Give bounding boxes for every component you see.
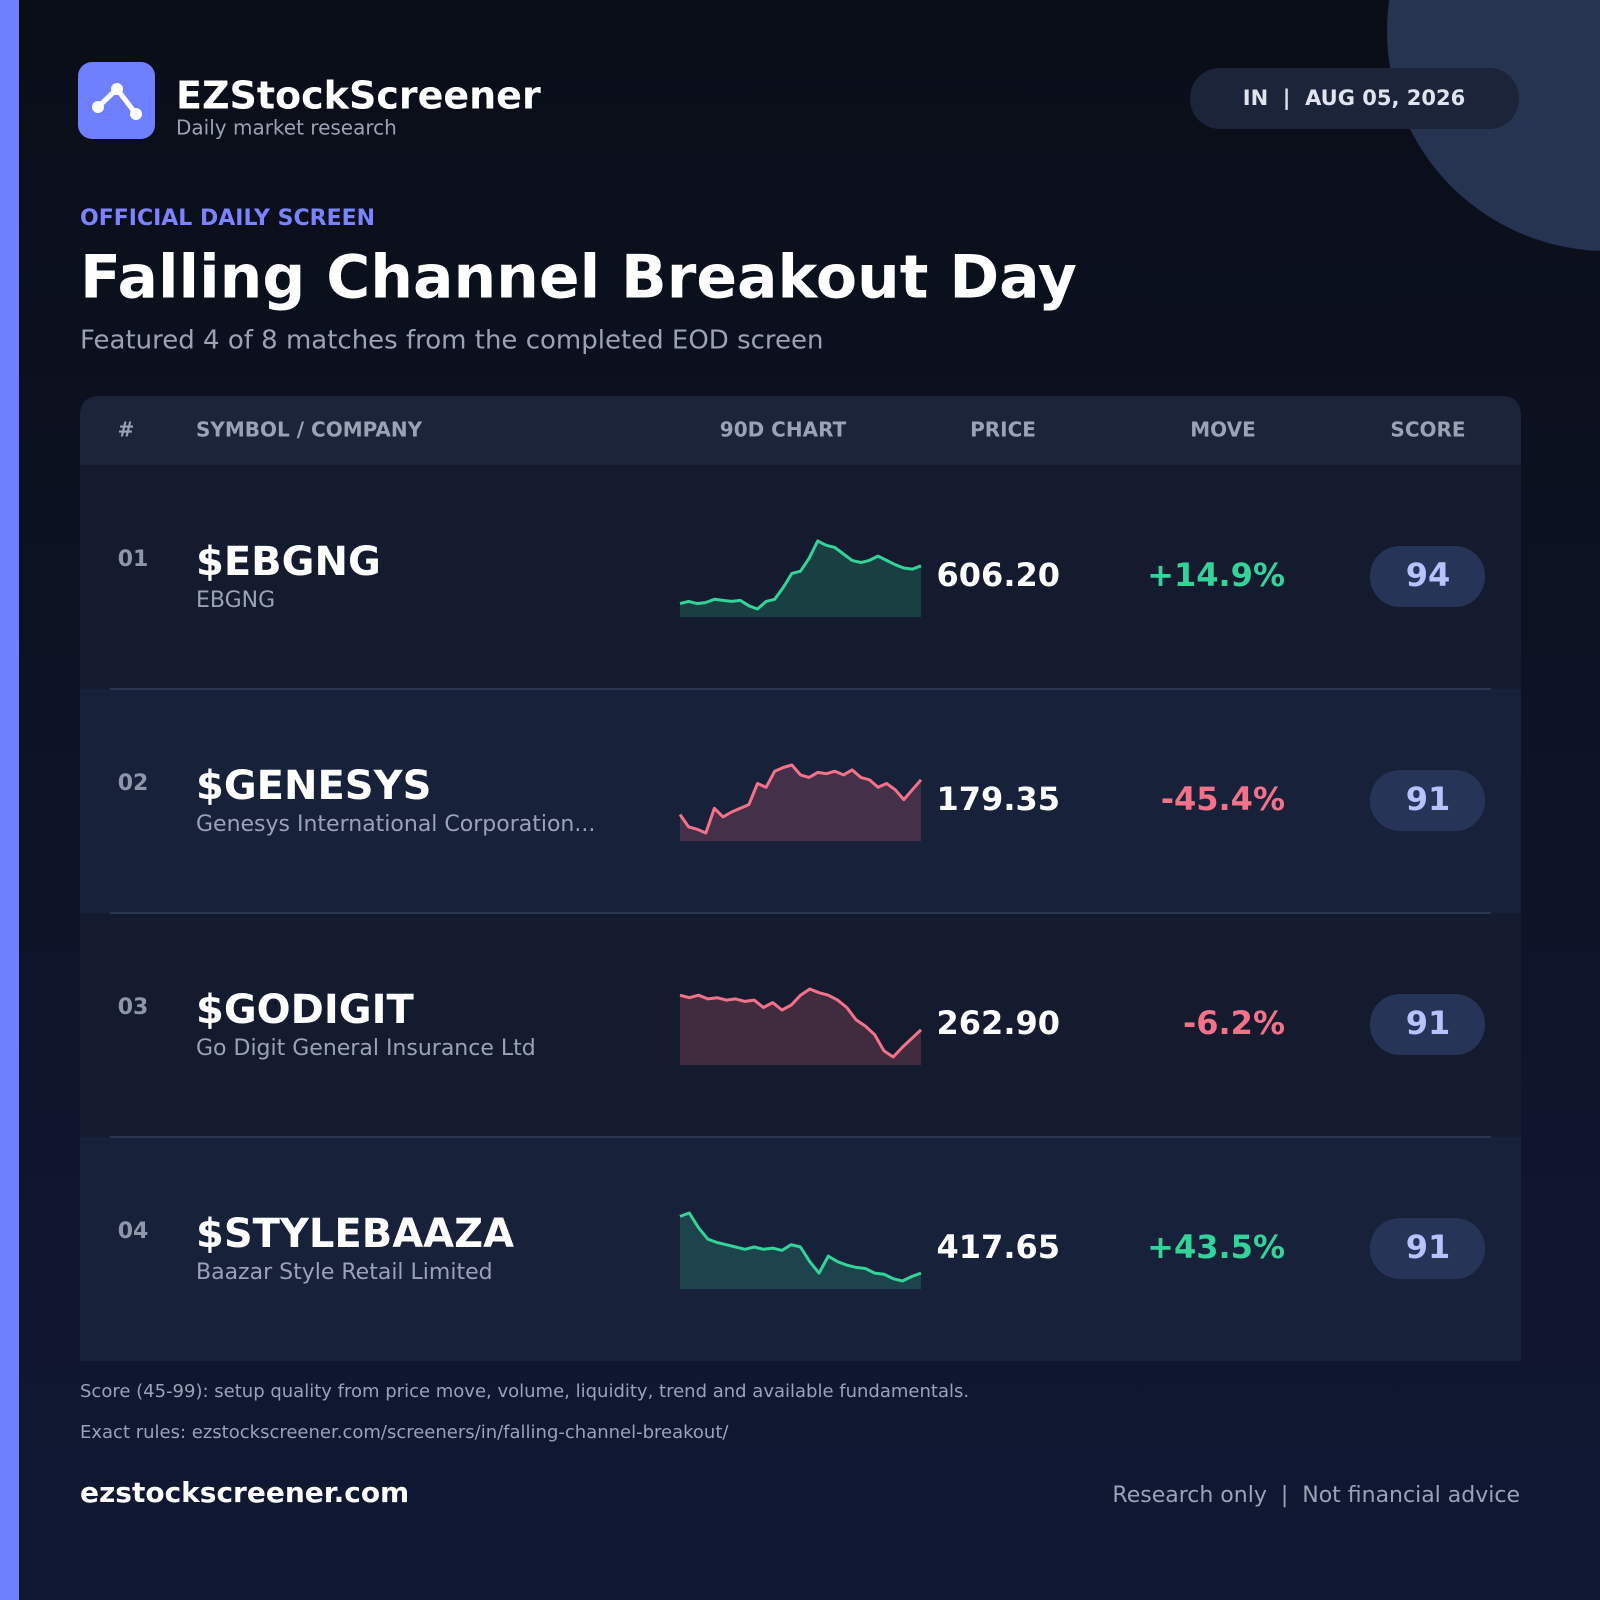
- symbol: $GODIGIT: [196, 987, 414, 1033]
- score: 91: [1406, 1228, 1451, 1266]
- rank: 04: [118, 1219, 149, 1244]
- price: 262.90: [937, 1004, 1060, 1042]
- row-background: [80, 913, 1521, 1137]
- row-background: [80, 689, 1521, 913]
- sparkline-area: [680, 541, 921, 617]
- eyebrow: OFFICIAL DAILY SCREEN: [80, 206, 375, 231]
- sparkline-area: [680, 989, 921, 1065]
- site: ezstockscreener.com: [80, 1476, 409, 1509]
- score-pill: [1370, 1218, 1485, 1279]
- move: -6.2%: [1183, 1004, 1285, 1042]
- move: +43.5%: [1147, 1228, 1285, 1266]
- sparkline: [679, 539, 922, 611]
- brand: EZStockScreener: [176, 74, 541, 118]
- sparkline-area: [680, 1213, 921, 1289]
- rank: 03: [118, 995, 149, 1020]
- score: 91: [1406, 1004, 1451, 1042]
- disclaimer: Research only | Not financial advice: [1112, 1483, 1520, 1508]
- symbol: $STYLEBAAZA: [196, 1211, 514, 1257]
- price: 417.65: [937, 1228, 1060, 1266]
- badge-text: IN | AUG 05, 2026: [1243, 86, 1465, 111]
- badge: [1190, 68, 1519, 129]
- score-pill: [1370, 770, 1485, 831]
- rank: 02: [118, 771, 149, 796]
- column-header: 90D CHART: [720, 418, 847, 442]
- column-header: SCORE: [1390, 418, 1465, 442]
- company: Genesys International Corporation...: [196, 812, 595, 837]
- symbol: $GENESYS: [196, 763, 431, 809]
- rank: 01: [118, 547, 149, 572]
- sparkline-area: [680, 765, 921, 841]
- company: EBGNG: [196, 588, 275, 613]
- accent-bar: [0, 0, 19, 1600]
- symbol: $EBGNG: [196, 539, 381, 585]
- tagline: Daily market research: [176, 116, 397, 140]
- company: Go Digit General Insurance Ltd: [196, 1036, 536, 1061]
- score-pill: [1370, 994, 1485, 1055]
- sparkline: [679, 1211, 922, 1283]
- column-header: #: [118, 418, 135, 442]
- price: 606.20: [937, 556, 1060, 594]
- logo: [78, 62, 155, 139]
- score: 94: [1406, 556, 1451, 594]
- table-header: [80, 396, 1521, 465]
- table: # SYMBOL / COMPANY 90D CHART PRICE MOVE SCORE…: [80, 396, 1521, 1361]
- company: Baazar Style Retail Limited: [196, 1260, 493, 1285]
- sparkline: [679, 987, 923, 1059]
- score-pill: [1370, 546, 1485, 607]
- price: 179.35: [937, 780, 1060, 818]
- footnote: Exact rules: ezstockscreener.com/screene…: [80, 1422, 729, 1443]
- footnote: Score (45-99): setup quality from price …: [80, 1381, 969, 1402]
- score: 91: [1406, 780, 1451, 818]
- move: -45.4%: [1161, 780, 1285, 818]
- subtitle: Featured 4 of 8 matches from the complet…: [80, 326, 824, 356]
- move: +14.9%: [1147, 556, 1285, 594]
- title: Falling Channel Breakout Day: [80, 243, 1077, 313]
- column-header: MOVE: [1190, 418, 1256, 442]
- sparkline: [678, 763, 923, 835]
- row-background: [80, 465, 1521, 689]
- column-header: PRICE: [970, 418, 1036, 442]
- column-header: SYMBOL / COMPANY: [196, 418, 423, 442]
